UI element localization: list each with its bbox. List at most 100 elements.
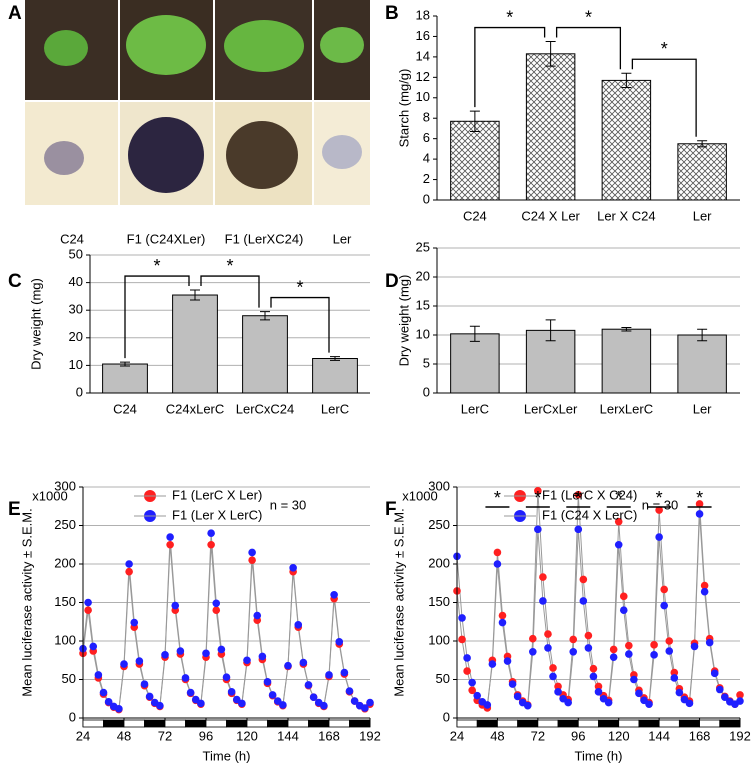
error-bar	[330, 356, 340, 361]
panel-label: A	[8, 3, 22, 24]
data-point	[483, 701, 492, 709]
sample-size: n = 30	[642, 497, 679, 512]
data-point	[248, 548, 256, 557]
chart: F 0 50 100 150 200 250 300 Mean luciferase activ…	[385, 478, 751, 763]
data-point	[554, 688, 562, 696]
x-tick-label: 24	[76, 728, 90, 743]
data-point	[309, 693, 318, 702]
data-point	[145, 692, 154, 701]
bar	[450, 333, 500, 394]
data-point	[539, 597, 547, 605]
data-point	[458, 614, 466, 622]
data-point	[650, 641, 658, 649]
significance-label: *	[494, 488, 501, 508]
y-tick-label: 50	[436, 671, 450, 686]
data-point	[503, 657, 512, 665]
data-point	[513, 692, 522, 701]
y-tick-label: 20	[416, 268, 430, 283]
y-tick-label: 50	[69, 246, 83, 261]
data-point	[361, 704, 369, 712]
sample-size: n = 30	[270, 497, 307, 512]
light-dark-bar	[349, 719, 371, 728]
error-bar	[469, 110, 480, 133]
data-point	[268, 691, 277, 699]
y-tick-label: 300	[54, 478, 76, 493]
data-point	[534, 525, 542, 534]
error-bar	[545, 41, 556, 67]
data-point	[335, 637, 344, 646]
y-tick-label: 15	[416, 297, 430, 312]
y-tick-label: 16	[416, 28, 430, 43]
data-point	[584, 644, 593, 652]
error-bar	[697, 328, 708, 342]
y-tick-label: 8	[423, 110, 430, 125]
significance-bracket	[474, 26, 546, 108]
data-point	[594, 688, 603, 696]
bar	[677, 334, 727, 394]
series-line	[456, 490, 741, 709]
legend-label: F1 (Ler X LerC)	[172, 507, 262, 522]
data-point	[594, 682, 603, 691]
light-dark-bar	[103, 719, 125, 728]
data-point	[207, 529, 215, 537]
data-point	[574, 490, 583, 499]
light-dark-bar	[598, 719, 620, 728]
y-axis-label: Dry weight (mg)	[28, 278, 43, 370]
data-point	[176, 647, 185, 655]
data-point	[202, 649, 210, 658]
x-tick-label: C24	[113, 401, 137, 416]
data-point	[140, 680, 149, 688]
data-point	[690, 642, 699, 651]
data-point	[104, 698, 113, 706]
x-tick-label: 192	[359, 728, 381, 743]
legend-label: F1 (LerC X C24)	[542, 487, 637, 502]
data-point	[589, 664, 598, 673]
data-point	[609, 645, 618, 654]
significance-label: *	[506, 7, 513, 27]
x-tick-label: 168	[318, 728, 340, 743]
data-point	[529, 647, 537, 656]
x-tick-label: C24 X Ler	[521, 208, 580, 223]
data-point	[544, 630, 552, 638]
data-point	[243, 656, 251, 665]
bar	[677, 143, 727, 201]
x-tick-label: 96	[571, 728, 585, 743]
data-point	[604, 698, 613, 707]
x-tick-label: C24	[463, 208, 487, 223]
data-point	[660, 601, 668, 610]
y-tick-label: 10	[416, 89, 430, 104]
data-point	[227, 688, 236, 696]
bar	[450, 120, 500, 201]
y-multiplier: x1000	[32, 488, 67, 503]
panel-label: E	[8, 499, 21, 520]
photo-caption: C24	[60, 231, 84, 246]
plant	[126, 15, 206, 75]
data-point	[534, 487, 542, 495]
x-tick-label: 168	[689, 728, 711, 743]
y-tick-label: 5	[423, 355, 430, 370]
series-line	[456, 513, 741, 707]
y-axis-label: Starch (mg/g)	[396, 69, 411, 148]
y-tick-label: 0	[423, 384, 430, 399]
significance-bracket	[631, 58, 697, 137]
data-point	[238, 699, 246, 708]
data-point	[217, 645, 226, 654]
data-point	[655, 506, 663, 514]
data-point	[549, 672, 557, 681]
y-tick-label: 250	[428, 517, 450, 532]
y-tick-label: 250	[54, 517, 76, 532]
bar	[172, 294, 218, 394]
panel-label: D	[385, 271, 399, 292]
data-point	[89, 642, 98, 651]
data-point	[523, 701, 532, 710]
y-tick-label: 25	[416, 239, 430, 254]
data-point	[212, 606, 221, 614]
data-point	[299, 658, 308, 667]
light-dark-bar	[557, 719, 579, 728]
data-point	[614, 517, 623, 526]
data-point	[115, 704, 123, 713]
light-dark-bar	[267, 719, 289, 728]
data-point	[350, 697, 359, 705]
